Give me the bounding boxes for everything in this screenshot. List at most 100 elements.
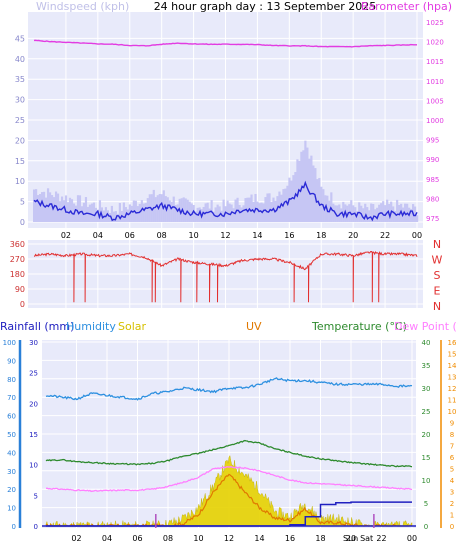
uv-tick-label: 6 <box>450 454 455 462</box>
barometer-label: Barometer (hpa) <box>361 0 452 13</box>
wind-gust-bar <box>262 203 265 222</box>
x-tick-label: 00 <box>407 534 417 543</box>
windspeed-label: Windspeed (kph) <box>36 0 129 13</box>
x-tick-label: 10 <box>193 534 203 543</box>
wind-gust-bar <box>188 201 191 222</box>
humidity-tick-label: 10 <box>7 505 16 513</box>
wind-gust-bar <box>396 199 399 222</box>
wind-gust-bar <box>70 199 74 222</box>
wind-gust-bar <box>394 210 397 222</box>
wind-gust-bar <box>144 203 147 222</box>
x-tick-label: 02 <box>61 231 71 240</box>
wind-gust-bar <box>238 204 241 222</box>
barometer-line <box>33 39 417 48</box>
compass-label: S <box>434 269 441 282</box>
wind-gust-bar <box>342 201 345 222</box>
wind-gust-bar <box>372 204 375 222</box>
temp-hum-grid <box>42 340 416 528</box>
x-tick-label: 16 <box>285 534 295 543</box>
wind-gust-bar <box>224 206 227 222</box>
x-tick-label: 08 <box>163 534 173 543</box>
wind-gust-bar <box>118 203 121 222</box>
wind-gust-bar <box>226 200 229 222</box>
wind-gust-bar <box>194 211 197 222</box>
wind-gust-bar <box>50 195 54 222</box>
wind-gust-bar <box>368 210 371 222</box>
wind-gust-bar <box>198 207 201 222</box>
humidity-tick-label: 20 <box>7 486 16 494</box>
compass-label: N <box>433 238 441 251</box>
temp-hum-axes: 0102030405060708090100051015202530051015… <box>3 339 457 543</box>
x-tick-label: 02 <box>71 534 81 543</box>
wind-gust-bar <box>350 200 353 222</box>
legend-solar: Solar <box>118 320 147 333</box>
wind-gust-bar <box>316 179 319 222</box>
wind-gust-bar <box>182 197 185 222</box>
wind-gust-bar <box>374 209 377 222</box>
wind-gust-bar <box>398 205 401 222</box>
x-tick-label: 22 <box>376 534 386 543</box>
wind-gust-bar <box>62 200 66 222</box>
humidity-tick-label: 50 <box>7 431 16 439</box>
temp-tick-label: 5 <box>424 500 428 508</box>
x-tick-label: 18 <box>315 534 325 543</box>
wind-gust-bar <box>166 197 169 222</box>
wind-direction-line <box>33 250 418 303</box>
baro-tick-label: 980 <box>426 195 439 203</box>
baro-tick-label: 1020 <box>426 39 444 47</box>
humidity-tick-label: 80 <box>7 376 16 384</box>
wind-gust-bar <box>258 203 261 222</box>
wind-gust-bar <box>234 199 237 222</box>
wind-gust-bar <box>306 147 309 222</box>
compass-label: N <box>433 300 441 313</box>
wind-gust-bar <box>78 195 82 222</box>
wind-gust-bar <box>202 206 205 222</box>
x-tick-label: 06 <box>125 231 135 240</box>
wind-tick-label: 25 <box>15 116 25 125</box>
legend-rainfall: Rainfall (mm) <box>0 320 74 333</box>
x-tick-label: 00 <box>412 231 422 240</box>
legend-temperature: Temperature (°C) <box>311 320 407 333</box>
temp-tick-label: 30 <box>422 385 431 393</box>
wind-gust-bar <box>108 212 112 222</box>
uv-tick-label: 5 <box>450 466 454 474</box>
wind-gust-bar <box>52 197 56 222</box>
wind-gust-bar <box>122 202 125 222</box>
uv-tick-label: 13 <box>448 374 457 382</box>
wind-gust-bar <box>356 211 359 222</box>
wind-gust-bar <box>364 203 367 222</box>
uv-tick-label: 4 <box>450 477 455 485</box>
wind-gust-bar <box>68 197 72 222</box>
baro-tick-label: 985 <box>426 176 439 184</box>
x-tick-label: 08 <box>157 231 167 240</box>
wind-gust-bar <box>318 177 321 222</box>
temp-tick-label: 0 <box>424 523 428 531</box>
wind-gust-bar <box>256 201 259 222</box>
wind-tick-label: 10 <box>15 177 25 186</box>
temp-tick-label: 35 <box>422 362 431 370</box>
humidity-tick-label: 0 <box>12 523 16 531</box>
wind-gust-bar <box>192 205 195 222</box>
wind-gust-bar <box>302 150 305 222</box>
wind-gust-bar <box>284 188 287 222</box>
wind-gust-bar <box>112 211 115 222</box>
uv-tick-label: 16 <box>448 339 457 347</box>
wind-gust-bar <box>332 203 335 222</box>
wind-gust-bar <box>44 197 48 222</box>
uv-tick-label: 14 <box>448 362 457 370</box>
wind-gust-bar <box>82 202 86 222</box>
wind-tick-label: 40 <box>15 55 25 64</box>
wind-gust-bar <box>86 206 90 222</box>
wind-tick-label: 15 <box>15 157 25 166</box>
baro-tick-label: 1005 <box>426 97 444 105</box>
wind-gust-bar <box>48 192 52 222</box>
wind-gust-bar <box>214 207 217 222</box>
wind-gust-bar <box>392 206 395 222</box>
wind-gust-bar <box>330 192 333 222</box>
wind-gust-bar <box>228 203 231 222</box>
baro-tick-label: 1000 <box>426 117 444 125</box>
wind-gust-bar <box>266 193 269 222</box>
wind-tick-label: 20 <box>15 136 25 145</box>
wind-tick-label: 30 <box>15 96 25 105</box>
x-tick-label: 10 <box>188 231 198 240</box>
